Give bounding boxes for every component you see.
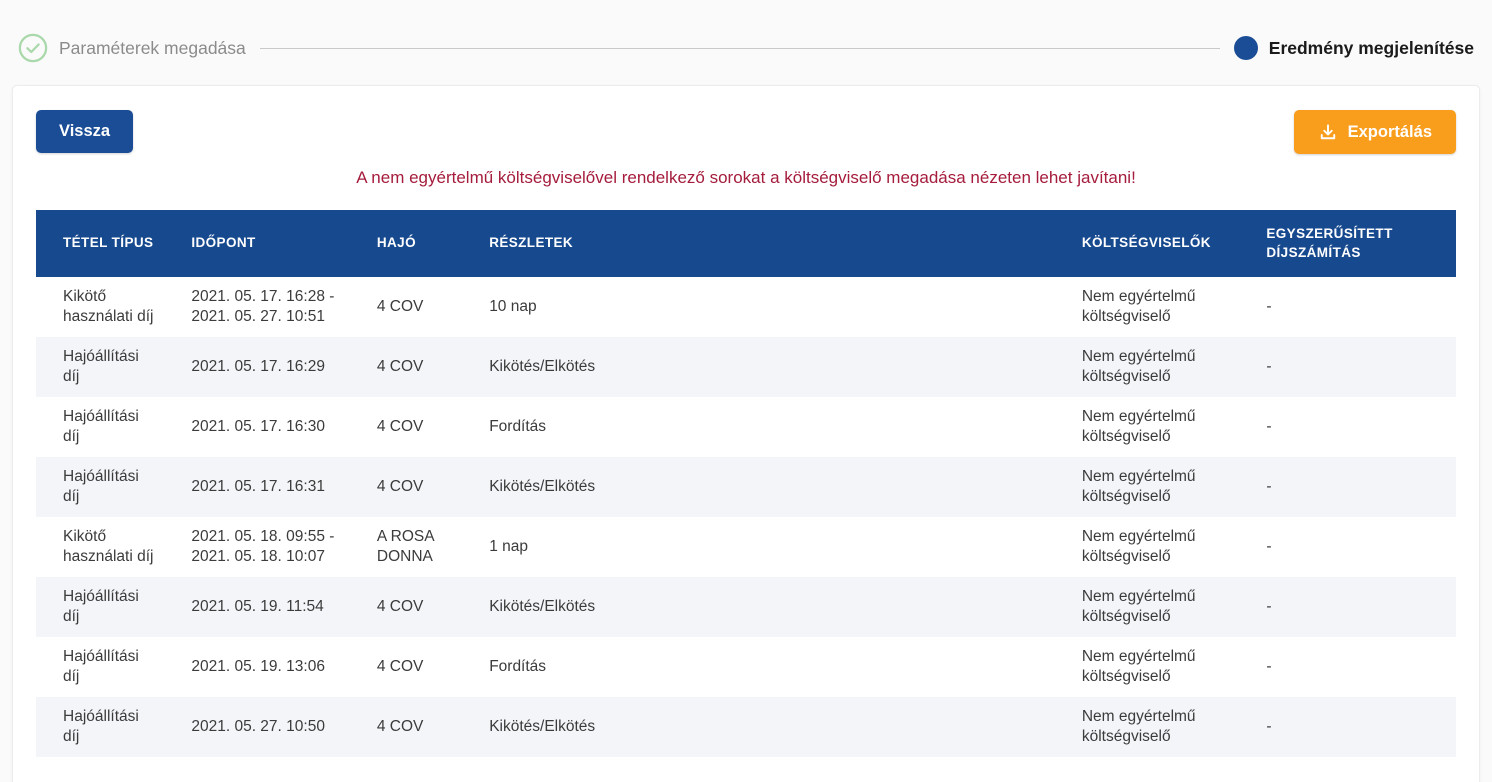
table-cell: Hajóállítási díj — [63, 347, 139, 385]
export-button-label: Exportálás — [1347, 122, 1432, 141]
table-header-row: TÉTEL TÍPUS IDŐPONT HAJÓ RÉSZLETEK KÖLTSÉGVI… — [36, 210, 1456, 277]
check-circle-icon — [18, 33, 48, 63]
step-label: Paraméterek megadása — [59, 37, 246, 58]
results-table: TÉTEL TÍPUS IDŐPONT HAJÓ RÉSZLETEK KÖLTSÉGVI… — [36, 210, 1456, 757]
column-header: RÉSZLETEK — [489, 235, 574, 251]
table-cell: Kikötés/Elkötés — [489, 597, 596, 615]
stepper: Paraméterek megadása Eredmény megjelenít… — [0, 0, 1492, 85]
table-cell: 1 nap — [489, 537, 528, 555]
table-cell: 2021. 05. 19. 11:54 — [191, 597, 324, 615]
table-cell: Hajóállítási díj — [63, 647, 139, 685]
table-header: TÉTEL TÍPUS IDŐPONT HAJÓ RÉSZLETEK KÖLTSÉGVI… — [36, 210, 1456, 277]
table-cell: Kikötő használati díj — [63, 287, 154, 325]
column-header: IDŐPONT — [191, 235, 256, 251]
table-cell: Nem egyértelmű költségviselő — [1081, 407, 1196, 445]
table-cell: 4 COV — [376, 657, 424, 675]
table-cell: Hajóállítási díj — [63, 467, 139, 505]
table-cell: - — [1266, 417, 1272, 435]
table-cell: - — [1266, 657, 1272, 675]
column-header: EGYSZERŰSÍTETT DÍJSZÁMÍTÁS — [1266, 226, 1393, 260]
table-row: Hajóállítási díj 2021. 05. 19. 11:54 4 COV… — [36, 577, 1456, 637]
table-row: Hajóállítási díj 2021. 05. 19. 13:06 4 COV… — [36, 637, 1456, 697]
table-cell: 2021. 05. 17. 16:29 — [191, 357, 325, 375]
table-cell: Nem egyértelmű költségviselő — [1081, 707, 1196, 745]
table-cell: Nem egyértelmű költségviselő — [1081, 647, 1196, 685]
table-row: Hajóállítási díj 2021. 05. 27. 10:50 4 COV… — [36, 697, 1456, 757]
table-cell: 2021. 05. 27. 10:50 — [191, 717, 325, 735]
table-cell: 4 COV — [376, 297, 424, 315]
back-button[interactable]: Vissza — [36, 110, 134, 153]
table-cell: Hajóállítási díj — [63, 707, 139, 745]
table-cell: 2021. 05. 19. 13:06 — [191, 657, 325, 675]
column-header: TÉTEL TÍPUS — [63, 235, 154, 251]
stepper-connector — [259, 47, 1220, 49]
table-row: Hajóállítási díj 2021. 05. 17. 16:30 4 COV… — [36, 397, 1456, 457]
active-step-dot-icon — [1233, 36, 1258, 60]
table-cell: 2021. 05. 17. 16:30 — [191, 417, 325, 435]
table-cell: Nem egyértelmű költségviselő — [1081, 587, 1196, 625]
table-cell: - — [1266, 477, 1272, 495]
step-parameterek-megadasa[interactable]: Paraméterek megadása — [18, 33, 246, 63]
step-label: Eredmény megjelenítése — [1268, 37, 1474, 58]
table-cell: Nem egyértelmű költségviselő — [1081, 347, 1196, 385]
step-eredmeny-megjelenitese[interactable]: Eredmény megjelenítése — [1233, 36, 1474, 60]
table-cell: Hajóállítási díj — [63, 407, 139, 445]
table-cell: 2021. 05. 17. 16:28 - 2021. 05. 27. 10:5… — [191, 287, 335, 325]
table-cell: Fordítás — [489, 417, 547, 435]
table-cell: Kikötés/Elkötés — [489, 717, 596, 735]
column-header: KÖLTSÉGVISELŐK — [1081, 235, 1211, 251]
table-body: Kikötő használati díj 2021. 05. 17. 16:28… — [36, 277, 1456, 757]
table-cell: Nem egyértelmű költségviselő — [1081, 467, 1196, 505]
result-card: Vissza Exportálás A nem egyértelmű költs… — [12, 85, 1480, 782]
table-cell: Kikötés/Elkötés — [489, 477, 596, 495]
export-button[interactable]: Exportálás — [1293, 110, 1456, 154]
table-cell: 4 COV — [376, 417, 424, 435]
warning-message: A nem egyértelmű költségviselővel rendel… — [356, 168, 1136, 187]
table-cell: Fordítás — [489, 657, 547, 675]
table-row: Hajóállítási díj 2021. 05. 17. 16:31 4 COV… — [36, 457, 1456, 517]
table-cell: A ROSA DONNA — [376, 527, 434, 565]
toolbar: Vissza Exportálás — [36, 110, 1456, 154]
table-cell: - — [1266, 597, 1272, 615]
table-cell: - — [1266, 297, 1272, 315]
table-row: Hajóállítási díj 2021. 05. 17. 16:29 4 COV… — [36, 337, 1456, 397]
table-cell: 4 COV — [376, 597, 424, 615]
table-cell: Hajóállítási díj — [63, 587, 139, 625]
column-header: HAJÓ — [376, 235, 416, 251]
table-cell: Kikötés/Elkötés — [489, 357, 596, 375]
table-cell: Kikötő használati díj — [63, 527, 154, 565]
download-icon — [1320, 124, 1335, 140]
table-cell: - — [1266, 537, 1272, 555]
table-row: Kikötő használati díj 2021. 05. 18. 09:55… — [36, 517, 1456, 577]
table-cell: 4 COV — [376, 717, 424, 735]
table-cell: 10 nap — [489, 297, 537, 315]
table-row: Kikötő használati díj 2021. 05. 17. 16:28… — [36, 277, 1456, 337]
table-cell: - — [1266, 357, 1272, 375]
table-cell: Nem egyértelmű költségviselő — [1081, 527, 1196, 565]
table-cell: - — [1266, 717, 1272, 735]
table-cell: 4 COV — [376, 477, 424, 495]
table-cell: 4 COV — [376, 357, 424, 375]
table-cell: 2021. 05. 17. 16:31 — [191, 477, 325, 495]
table-cell: Nem egyértelmű költségviselő — [1081, 287, 1196, 325]
table-cell: 2021. 05. 18. 09:55 - 2021. 05. 18. 10:0… — [191, 527, 335, 565]
